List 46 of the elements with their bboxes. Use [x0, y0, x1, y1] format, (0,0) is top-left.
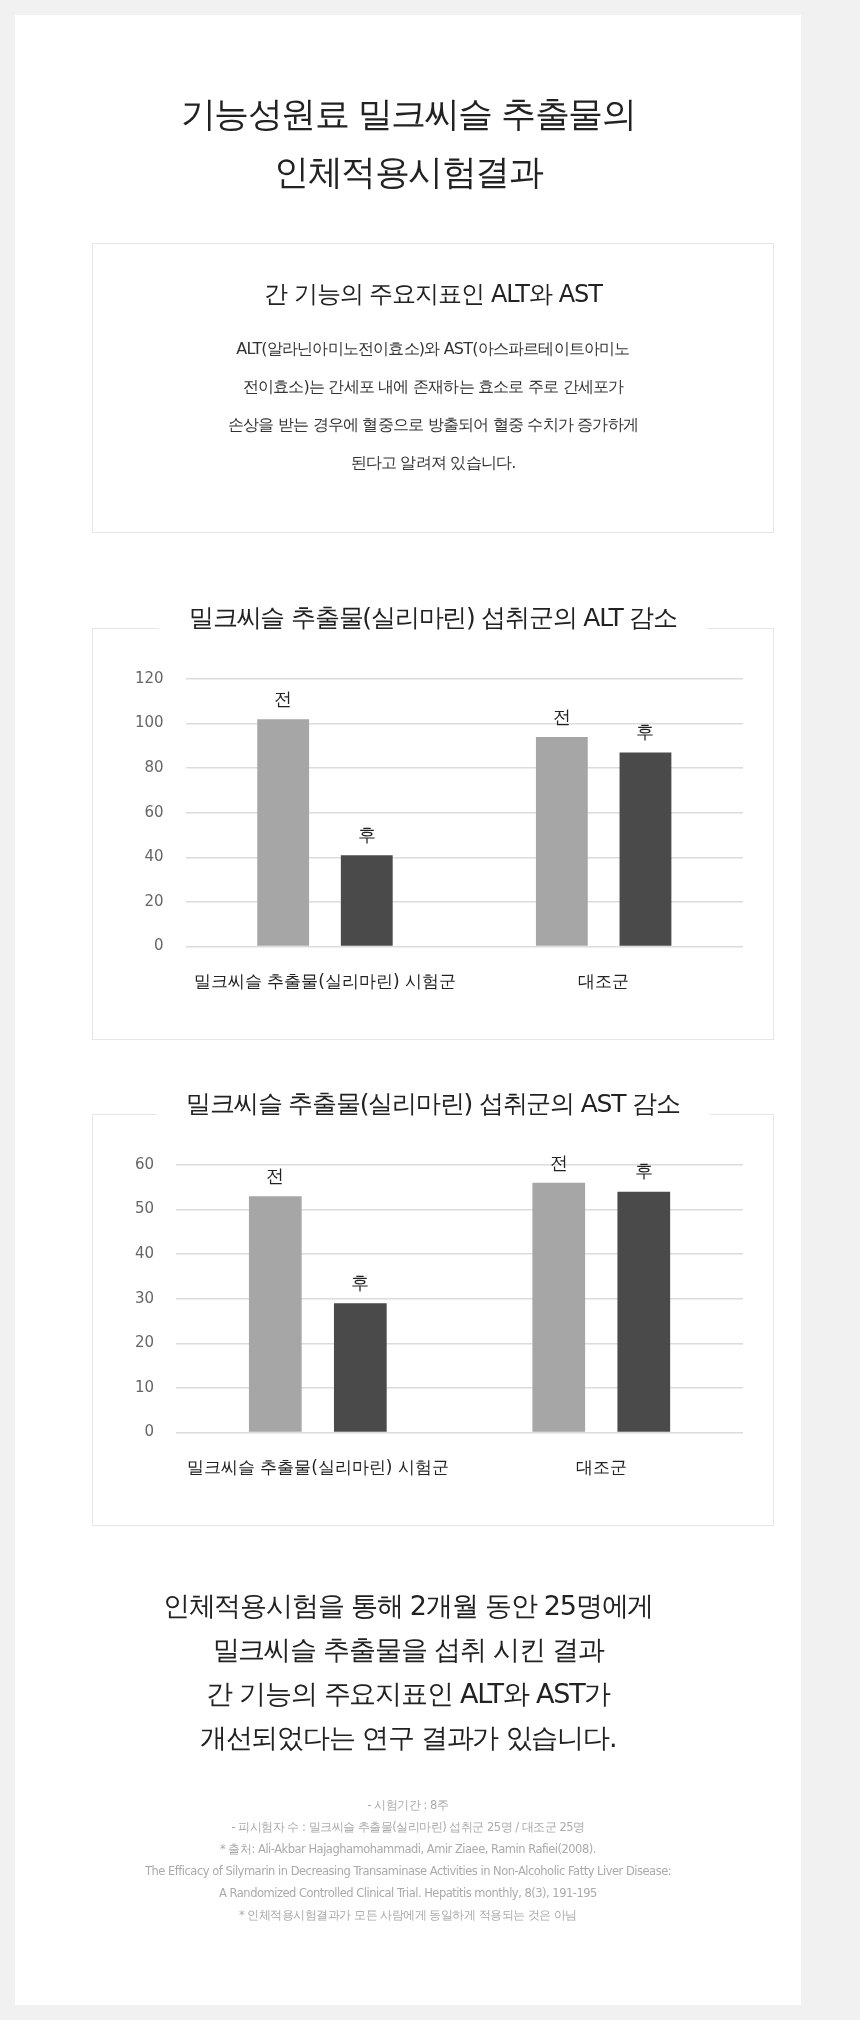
y-tick-label: 50: [134, 1199, 155, 1218]
series-label: 후: [351, 1271, 370, 1293]
bar: [535, 736, 588, 946]
y-tick-label: 120: [134, 668, 164, 687]
text: * 인체적용시험결과가 모든 사람에게 동일하게 적용되는 것은 아님: [238, 1907, 578, 1924]
text: * 출처: Ali-Akbar Hajaghamohammadi, Amir Ziaee, Ramin Rafiei(2008).: [219, 1841, 597, 1858]
text: 후: [634, 1160, 653, 1182]
y-tick-label: 100: [134, 713, 164, 732]
x-tick-label: 밀크씨슬 추출물(실리마린) 시험군: [193, 971, 457, 992]
text: A Randomized Controlled Clinical Trial. Hepatitis monthly, 8(3), 191-195: [218, 1885, 598, 1902]
y-tick-label: 0: [144, 1422, 155, 1441]
y-tick-label: 60: [134, 1154, 155, 1173]
text: ALT(알라닌아미노전이효소)와 AST(아스파르테이트아미노 전이효소)는 간세포 내에 존재하는 효소로 주로 간세포가 손상을 받는 경우에 혈중으로 방출되어 혈중 수치가 증가하게 된다고 알려져 있습니다.: [227, 338, 639, 474]
bar: [257, 719, 310, 946]
bar: [532, 1182, 586, 1432]
bar: [619, 752, 672, 946]
y-tick-label: 20: [134, 1333, 155, 1352]
text: - 시험기간 : 8주: [366, 1797, 450, 1814]
y-tick-label: 10: [134, 1377, 155, 1396]
series-label: 전: [266, 1164, 285, 1186]
text: 전: [549, 1151, 568, 1173]
bar: [248, 1196, 302, 1432]
text: - 피시험자 수 : 밀크씨슬 추출물(실리마린) 섭취군 25명 / 대조군 25명: [230, 1819, 586, 1836]
text: 기능성원료 밀크씨슬 추출물의 인체적용시험결과: [179, 93, 637, 194]
y-tick-label: 60: [144, 802, 164, 821]
y-tick-label: 30: [134, 1288, 155, 1307]
series-label: 전: [274, 687, 293, 709]
y-tick-label: 0: [154, 936, 164, 955]
y-tick-label: 40: [134, 1244, 155, 1263]
text: 간 기능의 주요지표인 ALT와 AST: [263, 279, 604, 310]
chart-title: 밀크씨슬 추출물(실리마린) 섭취군의 ALT 감소: [159, 603, 707, 632]
text: 인체적용시험을 통해 2개월 동안 25명에게 밀크씨슬 추출물을 섭취 시킨 결과 간 기능의 주요지표인 ALT와 AST가 개선되었다는 연구 결과가 있습니다.: [161, 1589, 655, 1755]
chart-title: 밀크씨슬 추출물(실리마린) 섭취군의 AST 감소: [156, 1089, 710, 1118]
text: 전: [552, 705, 571, 727]
bar: [617, 1191, 671, 1432]
x-tick-label: 대조군: [578, 971, 630, 992]
x-tick-label: 밀크씨슬 추출물(실리마린) 시험군: [186, 1457, 449, 1478]
y-tick-label: 20: [144, 891, 164, 910]
bar: [340, 855, 393, 946]
y-tick-label: 80: [144, 758, 164, 777]
y-tick-label: 40: [144, 847, 164, 866]
series-label: 후: [357, 823, 376, 845]
text: The Efficacy of Silymarin in Decreasing Transaminase Activities in Non-Alcoholic Fatty Liver Disease:: [143, 1863, 673, 1880]
text: 후: [636, 721, 655, 743]
x-tick-label: 대조군: [575, 1457, 627, 1478]
bar: [333, 1303, 387, 1432]
